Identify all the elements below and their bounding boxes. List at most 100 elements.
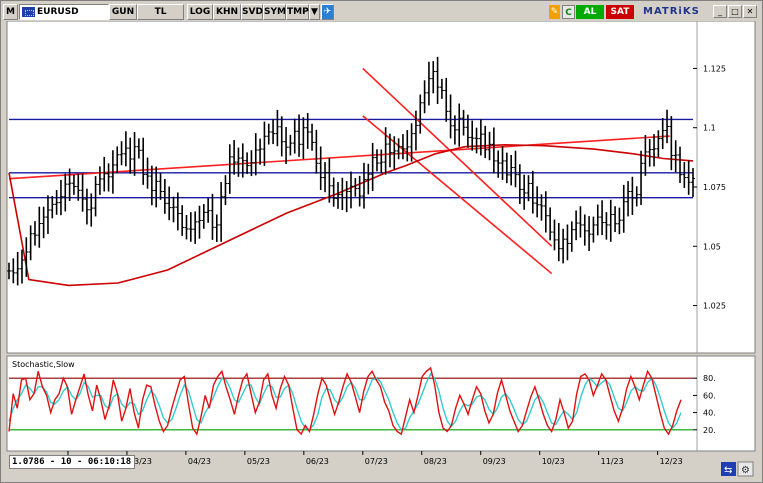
price-bar — [452, 115, 457, 145]
menu-button[interactable]: M — [3, 4, 18, 20]
time-tick-label: 08/23 — [424, 457, 447, 466]
price-bar — [227, 144, 232, 194]
price-bar — [93, 176, 98, 217]
price-tick-label: 1.05 — [703, 242, 721, 251]
sell-button[interactable]: SAT — [606, 5, 634, 19]
log-scale-button[interactable]: LOG — [187, 4, 213, 20]
edit-pencil-icon[interactable]: ✎ — [549, 5, 560, 19]
twitter-bird-icon[interactable]: ✈ — [321, 4, 334, 20]
price-tick-label: 1.025 — [703, 302, 726, 311]
price-bar — [526, 175, 531, 202]
price-bar — [54, 190, 59, 215]
khn-button[interactable]: KHN — [213, 4, 241, 20]
price-bar — [383, 127, 388, 175]
tmp-button[interactable]: TMP — [286, 4, 309, 20]
price-bar — [158, 173, 163, 200]
price-bar — [682, 162, 687, 188]
chart-area[interactable]: 1.125 1.1 1.075 1.05 1.025 Stochastic,Slow 8… — [3, 21, 758, 479]
price-bar — [504, 152, 509, 184]
svd-button[interactable]: SVD — [241, 4, 263, 20]
sym-button[interactable]: SYM — [263, 4, 286, 20]
close-icon[interactable]: ✕ — [743, 5, 757, 18]
price-panel[interactable] — [6, 21, 756, 354]
price-bar — [405, 130, 410, 162]
price-bar — [487, 131, 492, 161]
time-tick-label: 07/23 — [365, 457, 388, 466]
price-bar — [45, 195, 50, 234]
price-bar — [370, 142, 375, 192]
c-badge[interactable]: C — [562, 5, 575, 19]
cursor-readout: 1.0786 - 10 - 06:10:18 — [9, 455, 135, 469]
price-bar — [7, 262, 11, 280]
price-bar — [141, 137, 146, 185]
price-bar — [145, 157, 150, 189]
time-tick-label: 04/23 — [188, 457, 211, 466]
price-bar — [266, 123, 271, 145]
price-bar — [63, 173, 68, 212]
price-bar — [292, 118, 297, 154]
stochastic-axis: 80. 60. 40. 20. — [693, 374, 716, 435]
price-bar — [621, 184, 626, 233]
price-bar — [353, 177, 358, 197]
price-bar — [643, 135, 648, 176]
price-bar — [418, 94, 423, 134]
price-bar — [279, 116, 284, 157]
currency-tl-button[interactable]: TL — [137, 4, 184, 20]
price-bar — [465, 114, 470, 148]
maximize-icon[interactable]: □ — [728, 5, 742, 18]
price-bar — [197, 205, 202, 239]
price-bar — [37, 206, 42, 248]
symbol-selector[interactable]: EURUSD — [19, 4, 109, 20]
price-bar — [32, 221, 37, 246]
time-tick-label: 03/23 — [129, 457, 152, 466]
price-axis: 1.125 1.1 1.075 1.05 1.025 — [693, 64, 726, 311]
time-tick-label: 06/23 — [306, 457, 329, 466]
price-bar — [344, 181, 349, 213]
minimize-icon[interactable]: _ — [713, 5, 727, 18]
stochastic-tick-label: 60. — [703, 391, 716, 400]
price-bar — [58, 179, 63, 216]
price-bar — [249, 150, 254, 177]
price-bar — [284, 127, 289, 164]
dropdown-arrow-icon[interactable]: ▼ — [309, 4, 320, 20]
price-bar — [327, 157, 332, 203]
price-bar — [400, 134, 405, 160]
buy-button[interactable]: AL — [576, 5, 604, 19]
price-bar — [426, 61, 431, 106]
svg-text:⇆: ⇆ — [724, 465, 732, 476]
price-bar — [483, 125, 488, 159]
moving-average-line — [8, 143, 694, 287]
svg-text:⚙: ⚙ — [741, 465, 750, 476]
price-bar — [422, 80, 427, 114]
price-bar — [193, 211, 198, 244]
price-bar — [392, 136, 397, 170]
price-bar — [331, 177, 336, 207]
price-bar — [548, 207, 553, 241]
settings-icon[interactable] — [737, 461, 754, 477]
price-bar — [409, 123, 414, 162]
price-tick-label: 1.125 — [703, 64, 726, 73]
price-bar — [24, 237, 29, 277]
period-day-button[interactable]: GUN — [109, 4, 137, 20]
trend-line — [8, 135, 670, 180]
price-bar — [219, 182, 224, 242]
price-bar — [522, 174, 527, 210]
price-bar — [461, 109, 466, 136]
price-bar — [496, 150, 501, 178]
price-bar — [457, 103, 462, 147]
price-bar — [561, 228, 566, 264]
refresh-icon[interactable] — [721, 462, 736, 476]
price-bar — [595, 204, 600, 236]
price-bar — [115, 146, 120, 174]
price-bar — [587, 216, 592, 252]
price-bar — [188, 212, 193, 242]
price-bar — [41, 206, 46, 239]
price-bar — [600, 200, 605, 236]
price-bar — [669, 116, 674, 171]
price-bar — [175, 192, 180, 231]
corner-buttons: ⇆ ⚙ — [721, 461, 754, 477]
stochastic-k-line — [8, 366, 682, 436]
price-bar — [366, 163, 371, 195]
price-bar — [84, 188, 89, 225]
